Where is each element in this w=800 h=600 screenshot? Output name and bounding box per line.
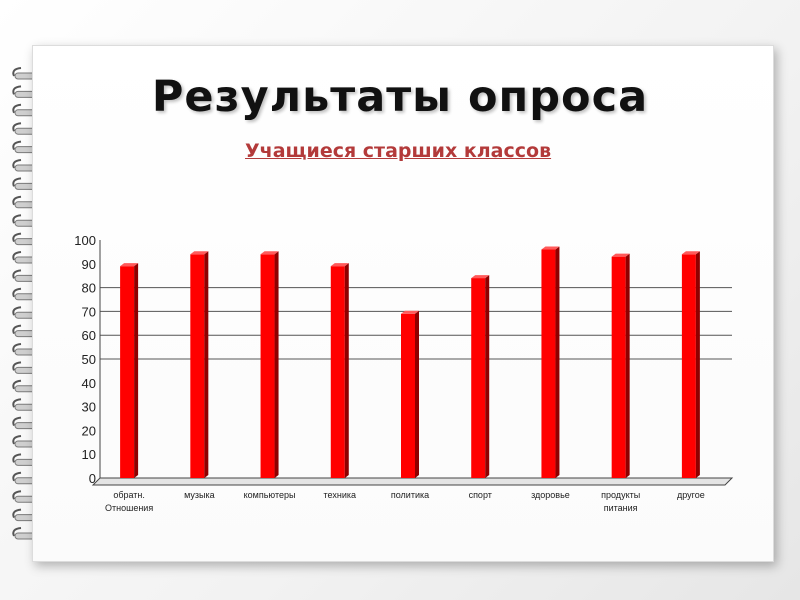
y-tick-label: 0 bbox=[89, 471, 96, 486]
y-tick-label: 30 bbox=[82, 400, 96, 415]
bar bbox=[120, 263, 139, 478]
category-label: питания bbox=[604, 503, 638, 513]
y-tick-label: 40 bbox=[82, 376, 96, 391]
bar bbox=[681, 251, 700, 478]
category-label: другое bbox=[677, 490, 705, 500]
category-label: компьютеры bbox=[244, 490, 296, 500]
y-tick-label: 80 bbox=[82, 281, 96, 296]
category-label: спорт bbox=[469, 490, 492, 500]
y-tick-label: 100 bbox=[74, 233, 96, 248]
bar bbox=[401, 310, 419, 478]
bar bbox=[541, 246, 560, 478]
y-tick-label: 20 bbox=[82, 423, 96, 438]
category-label: продукты bbox=[601, 490, 640, 500]
slide-subtitle: Учащиеся старших классов bbox=[245, 140, 552, 162]
category-label: Отношения bbox=[105, 503, 153, 513]
y-tick-label: 70 bbox=[82, 304, 96, 319]
slide-title: Результаты опроса bbox=[151, 72, 649, 122]
y-tick-label: 10 bbox=[82, 447, 96, 462]
chart-floor bbox=[91, 477, 734, 486]
bar bbox=[190, 251, 209, 478]
category-label: техника bbox=[324, 490, 356, 500]
bar bbox=[471, 275, 490, 478]
y-tick-label: 60 bbox=[82, 328, 96, 343]
y-tick-label: 50 bbox=[82, 352, 96, 367]
category-label: здоровье bbox=[531, 490, 570, 500]
bar bbox=[330, 263, 349, 478]
bar bbox=[260, 251, 279, 478]
category-label: обратн. bbox=[113, 490, 145, 500]
category-label: музыка bbox=[184, 490, 215, 500]
bar bbox=[611, 253, 630, 478]
y-tick-label: 90 bbox=[82, 257, 96, 272]
category-label: политика bbox=[391, 490, 429, 500]
